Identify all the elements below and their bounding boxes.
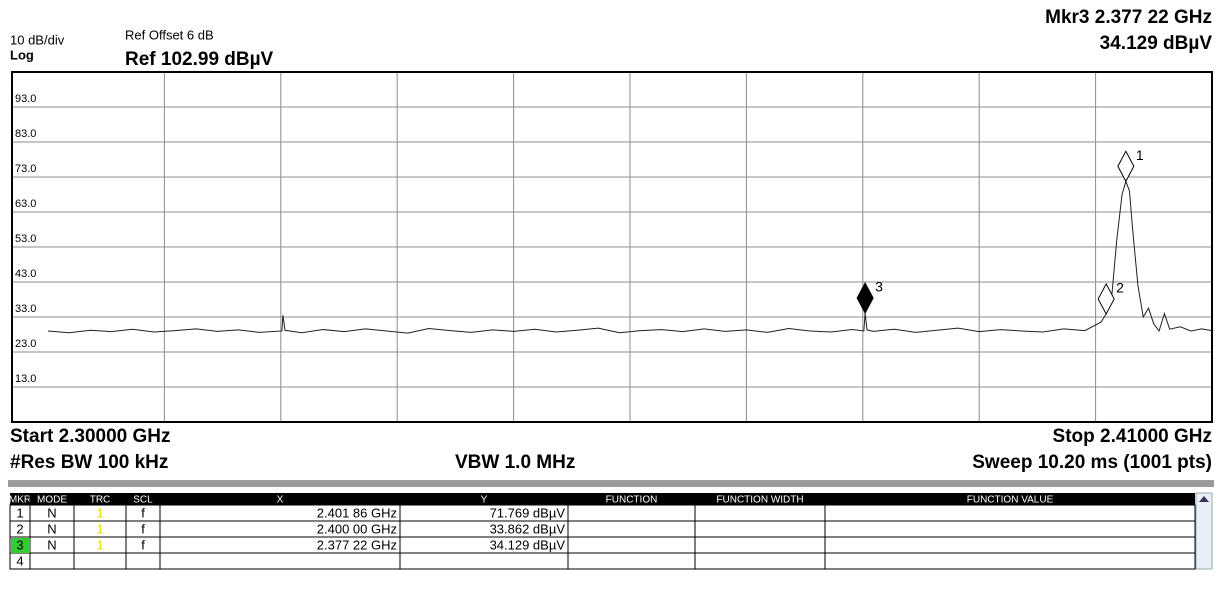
y-tick-label: 43.0 — [15, 268, 36, 280]
y-tick-label: 53.0 — [15, 233, 36, 245]
y-tick-label: 93.0 — [15, 93, 36, 105]
table-cell: 4 — [16, 553, 23, 568]
marker — [856, 281, 874, 315]
marker — [1097, 282, 1115, 316]
table-cell: 1 — [96, 521, 103, 536]
table-cell: 71.769 dBµV — [490, 505, 566, 520]
scrollbar — [1195, 492, 1213, 570]
table-cell: 3 — [16, 537, 23, 552]
marker-label: 2 — [1116, 280, 1124, 296]
table-cell: 2.377 22 GHz — [317, 537, 397, 552]
trace — [47, 179, 1213, 334]
sweep: Sweep 10.20 ms (1001 pts) — [972, 452, 1212, 473]
table-cell: 33.862 dBµV — [490, 521, 566, 536]
table-cell: N — [47, 537, 56, 552]
y-tick-label: 63.0 — [15, 198, 36, 210]
column-header: FUNCTION VALUE — [967, 495, 1054, 506]
table-cell: 1 — [16, 505, 23, 520]
rbw: #Res BW 100 kHz — [10, 452, 168, 473]
y-tick-label: 13.0 — [15, 373, 36, 385]
start-freq: Start 2.30000 GHz — [10, 426, 171, 447]
table-cell: 34.129 dBµV — [490, 537, 566, 552]
vbw: VBW 1.0 MHz — [455, 452, 575, 473]
table-cell: 1 — [96, 537, 103, 552]
stop-freq: Stop 2.41000 GHz — [1053, 426, 1212, 447]
table-cell: f — [141, 521, 145, 536]
separator — [8, 480, 1214, 487]
ref-offset: Ref Offset 6 dB — [125, 27, 214, 42]
y-tick-label: 33.0 — [15, 303, 36, 315]
table-cell: f — [141, 537, 145, 552]
column-header: MKR — [9, 495, 31, 506]
column-header: MODE — [37, 495, 67, 506]
column-header: SCL — [133, 495, 153, 506]
table-cell: N — [47, 521, 56, 536]
column-header: FUNCTION — [606, 495, 658, 506]
table-cell: 2.401 86 GHz — [317, 505, 397, 520]
active-cell — [11, 538, 30, 553]
marker-label: 1 — [1136, 147, 1144, 163]
y-tick-label: 83.0 — [15, 128, 36, 140]
ref-level: Ref 102.99 dBµV — [125, 49, 274, 70]
column-header: Y — [481, 495, 488, 506]
y-tick-label: 73.0 — [15, 163, 36, 175]
scale-label: 10 dB/div — [10, 32, 65, 47]
marker-level: 34.129 dBµV — [1100, 33, 1213, 54]
marker — [1117, 150, 1135, 183]
y-tick-label: 23.0 — [15, 338, 36, 350]
table-cell: N — [47, 505, 56, 520]
table-cell: 2 — [16, 521, 23, 536]
table-cell: 2.400 00 GHz — [317, 521, 397, 536]
scroll-arrow — [1199, 496, 1209, 502]
column-header: X — [277, 495, 284, 506]
column-header: TRC — [90, 495, 111, 506]
scale-type: Log — [10, 47, 34, 62]
marker-freq: Mkr3 2.377 22 GHz — [1045, 7, 1212, 28]
column-header: FUNCTION WIDTH — [716, 495, 803, 506]
table-header-bg — [10, 493, 1195, 505]
table-cell: f — [141, 505, 145, 520]
marker-label: 3 — [875, 279, 883, 295]
table-cell: 1 — [96, 505, 103, 520]
plot-frame — [11, 71, 1213, 423]
